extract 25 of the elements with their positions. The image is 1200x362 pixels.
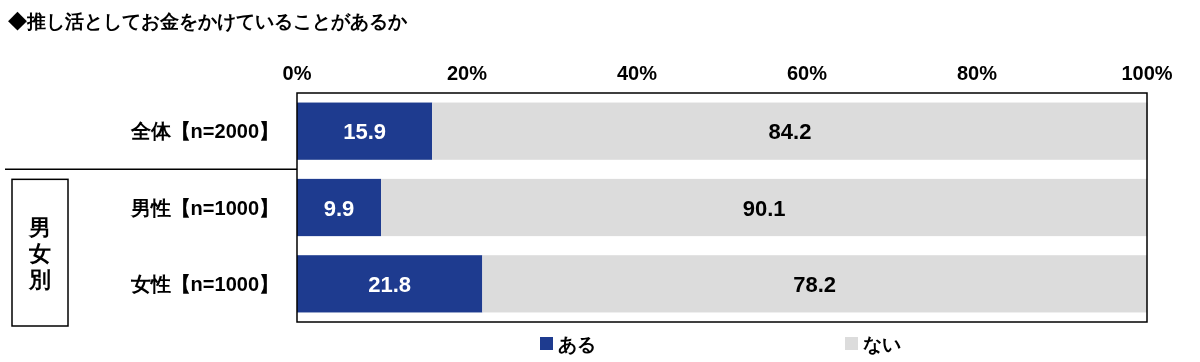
- data-label: 90.1: [742, 195, 786, 221]
- data-label: 84.2: [768, 119, 812, 145]
- bar: [432, 102, 1148, 160]
- x-tick-label: 40%: [616, 62, 658, 84]
- y-tick-label: 全体【n=2000】: [129, 120, 279, 143]
- y-tick-label: 男性【n=1000】: [129, 196, 279, 219]
- bar: [297, 255, 483, 313]
- text: 男女別: [28, 214, 51, 292]
- data-label: 21.8: [368, 271, 412, 297]
- data-label: 78.2: [793, 271, 837, 297]
- y-tick-label: 女性【n=1000】: [129, 272, 279, 295]
- chart-title: ◆推し活としてお金をかけていることがあるか: [8, 11, 408, 32]
- legend-label: ない: [863, 334, 901, 355]
- bar: [381, 178, 1147, 237]
- x-tick-label: 0%: [282, 62, 312, 84]
- bar: [482, 255, 1147, 313]
- x-tick-label: 60%: [786, 62, 828, 84]
- data-label: 15.9: [343, 119, 386, 145]
- legend-label: ある: [558, 334, 596, 355]
- bar: [297, 102, 433, 160]
- data-label: 9.9: [323, 195, 355, 221]
- x-tick-label: 20%: [446, 62, 488, 84]
- bar: [297, 178, 382, 237]
- x-tick-label: 80%: [956, 62, 998, 84]
- x-tick-label: 100%: [1121, 62, 1173, 84]
